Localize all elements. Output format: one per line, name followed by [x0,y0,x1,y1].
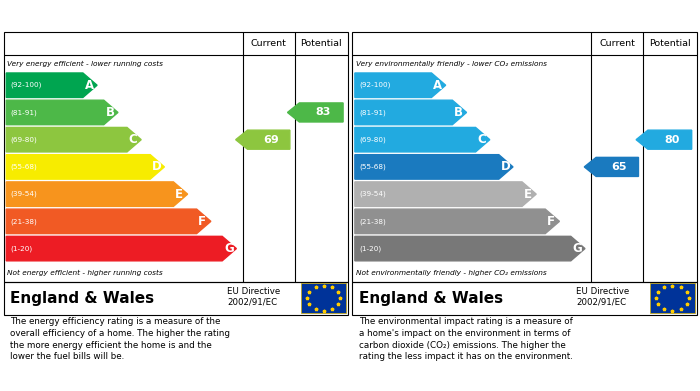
Polygon shape [355,209,559,233]
Polygon shape [355,127,490,152]
Text: A: A [85,79,94,92]
Text: (92-100): (92-100) [10,82,42,88]
Text: Very environmentally friendly - lower CO₂ emissions: Very environmentally friendly - lower CO… [356,61,547,67]
Text: (69-80): (69-80) [359,136,386,143]
Polygon shape [6,73,97,97]
Text: (39-54): (39-54) [359,191,386,197]
Text: (21-38): (21-38) [359,218,386,224]
Text: E: E [175,188,183,201]
Polygon shape [6,182,188,206]
Text: B: B [106,106,115,119]
Text: A: A [433,79,442,92]
Text: F: F [547,215,555,228]
Text: The energy efficiency rating is a measure of the
overall efficiency of a home. T: The energy efficiency rating is a measur… [10,317,230,361]
Text: G: G [573,242,582,255]
Text: EU Directive
2002/91/EC: EU Directive 2002/91/EC [576,287,629,306]
Polygon shape [6,100,118,125]
Text: (92-100): (92-100) [359,82,391,88]
Bar [302,283,346,313]
Text: (39-54): (39-54) [10,191,37,197]
Text: D: D [152,160,162,173]
Polygon shape [355,182,536,206]
Text: (55-68): (55-68) [10,164,37,170]
Polygon shape [6,127,141,152]
Text: (55-68): (55-68) [359,164,386,170]
Polygon shape [355,155,513,179]
Text: 65: 65 [612,162,627,172]
Text: 80: 80 [664,135,680,145]
Polygon shape [355,236,585,261]
Bar [650,283,695,313]
Polygon shape [6,155,164,179]
Text: (1-20): (1-20) [359,245,381,252]
Polygon shape [355,73,446,97]
Polygon shape [6,209,211,233]
Text: G: G [224,242,234,255]
Text: Not environmentally friendly - higher CO₂ emissions: Not environmentally friendly - higher CO… [356,269,546,276]
Text: Current: Current [599,39,635,48]
Polygon shape [236,130,290,149]
Text: F: F [198,215,206,228]
Text: C: C [477,133,486,146]
Text: Energy Efficiency Rating: Energy Efficiency Rating [10,9,194,23]
Text: Potential: Potential [300,39,342,48]
Text: B: B [454,106,463,119]
Text: England & Wales: England & Wales [359,291,503,306]
Polygon shape [288,103,343,122]
Text: D: D [500,160,510,173]
Text: 83: 83 [316,108,331,117]
Text: (81-91): (81-91) [359,109,386,116]
Polygon shape [636,130,692,149]
Text: (21-38): (21-38) [10,218,37,224]
Text: Potential: Potential [649,39,691,48]
Text: Environmental Impact (CO₂) Rating: Environmental Impact (CO₂) Rating [359,9,621,23]
Text: The environmental impact rating is a measure of
a home's impact on the environme: The environmental impact rating is a mea… [359,317,573,361]
Text: 69: 69 [263,135,279,145]
Text: (1-20): (1-20) [10,245,32,252]
Polygon shape [355,100,467,125]
Text: Not energy efficient - higher running costs: Not energy efficient - higher running co… [7,269,162,276]
Text: Current: Current [251,39,286,48]
Text: England & Wales: England & Wales [10,291,155,306]
Text: (81-91): (81-91) [10,109,37,116]
Text: Very energy efficient - lower running costs: Very energy efficient - lower running co… [7,61,163,67]
Text: C: C [129,133,137,146]
Polygon shape [6,236,237,261]
Polygon shape [584,157,638,176]
Text: EU Directive
2002/91/EC: EU Directive 2002/91/EC [228,287,281,306]
Text: (69-80): (69-80) [10,136,37,143]
Text: E: E [524,188,532,201]
